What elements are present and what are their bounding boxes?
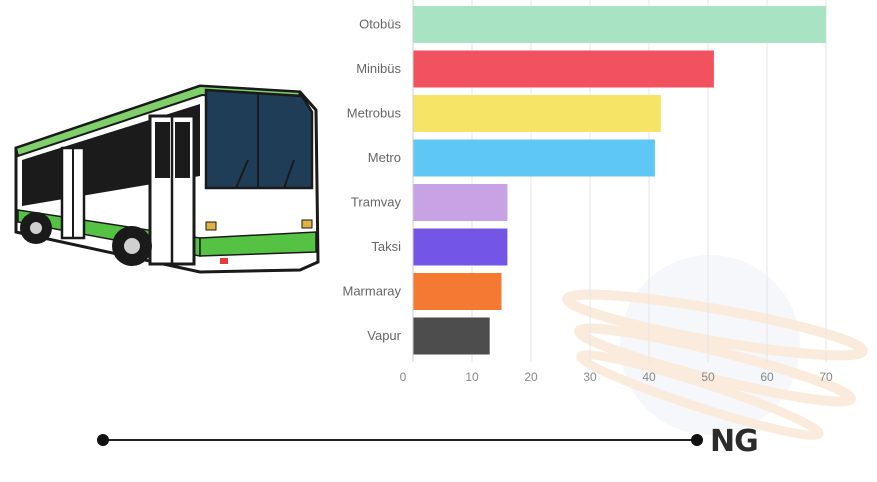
timeline-start-dot — [97, 434, 109, 446]
x-tick-label: 10 — [465, 370, 479, 384]
x-tick-label: 20 — [524, 370, 538, 384]
bars — [413, 6, 826, 355]
category-label: Metrobus — [347, 106, 402, 121]
x-tick-label: 0 — [400, 370, 407, 384]
bar-2 — [413, 95, 661, 132]
category-label: Taksi — [371, 239, 401, 254]
bar-5 — [413, 228, 508, 266]
bar-1 — [413, 50, 714, 88]
x-tick-label: 40 — [642, 370, 656, 384]
category-label: Vapur — [367, 328, 401, 343]
category-label: Tramvay — [351, 195, 402, 210]
category-label: Minibüs — [356, 61, 401, 76]
category-label: Metro — [368, 150, 401, 165]
x-tick-labels: 0 10 20 30 40 50 60 70 — [400, 370, 833, 384]
x-tick-label: 50 — [701, 370, 715, 384]
x-tick-label: 60 — [760, 370, 774, 384]
logo-text: NG — [710, 424, 758, 459]
bar-0 — [413, 6, 826, 43]
bar-3 — [413, 139, 655, 177]
globe-watermark-icon — [562, 255, 868, 440]
timeline-end-dot — [691, 434, 703, 446]
x-tick-label: 70 — [819, 370, 833, 384]
bus-icon — [14, 84, 320, 274]
x-tick-label: 30 — [583, 370, 597, 384]
bar-6 — [413, 273, 502, 310]
bar-7 — [413, 317, 490, 355]
bar-chart: Otobüs Minibüs Metrobus Metro Tramvay Taksi Ma… — [342, 0, 833, 384]
category-label: Otobüs — [359, 17, 401, 32]
category-labels: Otobüs Minibüs Metrobus Metro Tramvay Taksi Ma… — [342, 17, 401, 344]
timeline — [97, 434, 703, 446]
category-label: Marmaray — [342, 284, 401, 299]
bar-4 — [413, 184, 508, 221]
